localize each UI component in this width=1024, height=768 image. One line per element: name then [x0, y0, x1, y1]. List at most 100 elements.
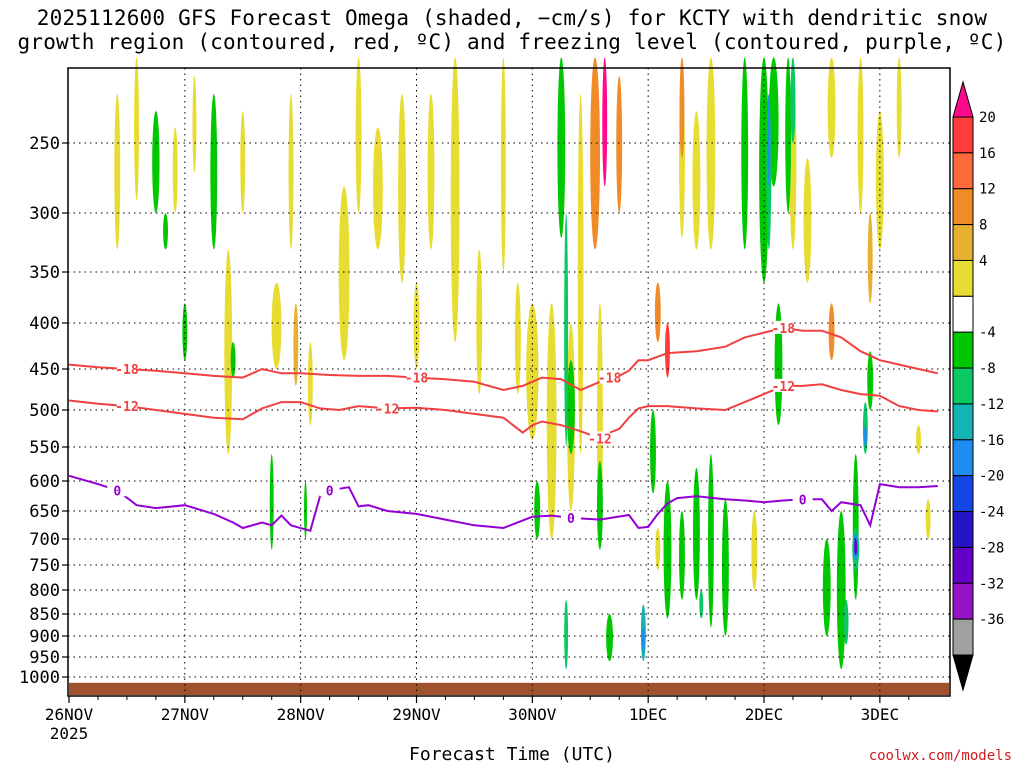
colorbar-label: -28: [979, 540, 1004, 556]
omega-sinking-green: [693, 467, 700, 600]
y-tick-label: 450: [29, 360, 60, 380]
colorbar-label: -4: [979, 325, 996, 341]
omega-sinking-green: [650, 410, 656, 494]
contour-label: -18: [405, 372, 429, 387]
omega-rising-yellow: [514, 282, 521, 395]
colorbar-label: -32: [979, 576, 1004, 592]
colorbar-swatch: [952, 439, 974, 477]
omega-sinking-green: [822, 539, 831, 636]
omega-rising-yellow: [827, 57, 836, 159]
x-tick-label: 28NOV: [277, 705, 326, 724]
omega-sinking-green: [534, 481, 541, 539]
x-tick-label: 27NOV: [161, 705, 210, 724]
colorbar-label: 4: [979, 253, 987, 269]
contour-label: 0: [567, 512, 575, 527]
y-tick-label: 300: [29, 204, 60, 224]
omega-sinking-green: [557, 57, 566, 238]
contour-label-bg: [773, 320, 794, 334]
omega-rising-yellow: [925, 499, 931, 539]
omega-rising-yellow: [577, 93, 584, 455]
omega-sinking-strong: [790, 57, 796, 144]
omega-rising-yellow: [500, 57, 506, 272]
omega-sinking-strong: [854, 539, 858, 555]
omega-rising-yellow: [307, 342, 313, 426]
chart-title-line2: growth region (contoured, red, ºC) and f…: [17, 30, 1007, 54]
x-tick-label: 29NOV: [392, 705, 441, 724]
y-tick-label: 500: [29, 401, 60, 421]
omega-sinking-green: [836, 511, 846, 670]
omega-sinking-green: [269, 454, 274, 550]
omega-rising-yellow: [655, 528, 661, 571]
contour-label-bg: [792, 492, 813, 506]
omega-rising-core: [665, 323, 670, 378]
omega-sinking-strong: [767, 93, 771, 187]
omega-sinking-green: [721, 499, 729, 636]
y-tick-label: 800: [29, 581, 60, 601]
omega-sinking-strong: [863, 425, 867, 447]
y-tick-label: 350: [29, 263, 60, 283]
omega-rising-core: [828, 303, 835, 361]
omega-rising-yellow: [114, 93, 121, 250]
omega-sinking-green: [210, 93, 218, 250]
omega-sinking-green: [596, 460, 603, 550]
colorbar-label: 16: [979, 146, 996, 162]
omega-rising-core: [679, 57, 685, 159]
omega-sinking-green: [785, 57, 792, 213]
omega-rising-yellow: [546, 303, 557, 539]
omega-sinking-strong: [564, 599, 569, 670]
omega-rising-yellow: [916, 425, 921, 455]
contour-label-bg: [560, 510, 581, 524]
omega-sinking-green: [230, 342, 236, 378]
omega-rising-yellow: [192, 76, 197, 173]
contour-label-bg: [319, 483, 340, 497]
colorbar-swatch: [952, 295, 974, 333]
omega-rising-yellow: [427, 93, 435, 250]
contour-label: -12: [588, 432, 611, 447]
omega-rising-yellow: [134, 57, 140, 200]
omega-rising-yellow: [355, 57, 362, 213]
omega-rising-yellow: [372, 127, 383, 250]
omega-rising-yellow: [398, 93, 406, 283]
x-axis-title: Forecast Time (UTC): [409, 744, 615, 765]
omega-shading: [69, 57, 949, 695]
omega-rising-yellow: [751, 511, 758, 590]
contour-label: -18: [598, 372, 622, 387]
y-tick-label: 600: [29, 472, 60, 492]
omega-rising-yellow: [172, 127, 178, 213]
colorbar-swatch: [952, 152, 974, 190]
colorbar-bottom-arrow: [952, 654, 974, 692]
omega-sinking-strong: [843, 599, 849, 645]
colorbar-swatch: [952, 116, 974, 154]
omega-sinking-green: [741, 57, 749, 250]
contour-label-bg: [599, 370, 620, 384]
omega-rising-yellow: [706, 57, 716, 250]
omega-sinking-strong: [641, 627, 645, 653]
colorbar-label: -36: [979, 612, 1004, 628]
omega-rising-yellow: [240, 110, 246, 213]
omega-sinking-green: [606, 614, 613, 662]
omega-rising-yellow: [875, 110, 884, 250]
y-tick-label: 700: [29, 530, 60, 550]
contour-label-bg: [107, 483, 128, 497]
omega-rising-yellow: [896, 57, 902, 159]
contour-label: -12: [772, 380, 795, 395]
omega-sinking-green: [852, 454, 859, 600]
chart-title-line1: 2025112600 GFS Forecast Omega (shaded, −…: [36, 6, 988, 30]
contours: -18 -18 -18 -18 -12 -12 -12 -12 0 0 0 0: [68, 320, 939, 533]
omega-sinking-strong: [564, 213, 569, 447]
contour-line--18: [68, 326, 939, 392]
omega-rising-core: [293, 303, 299, 386]
omega-sinking-green: [867, 351, 874, 411]
y-tick-label: 850: [29, 605, 60, 625]
credit-text: coolwx.com/models: [868, 748, 1012, 764]
y-tick-label: 650: [29, 502, 60, 522]
colorbar-swatch: [952, 546, 974, 584]
contour-label: -12: [376, 402, 399, 417]
contour-line-0: [68, 474, 938, 533]
colorbar-label: 20: [979, 110, 996, 126]
grid: [68, 68, 950, 696]
omega-rising-yellow: [338, 186, 350, 361]
colorbar-swatch: [952, 475, 974, 513]
colorbar-swatch: [952, 259, 974, 297]
omega-rising-core: [867, 213, 873, 304]
